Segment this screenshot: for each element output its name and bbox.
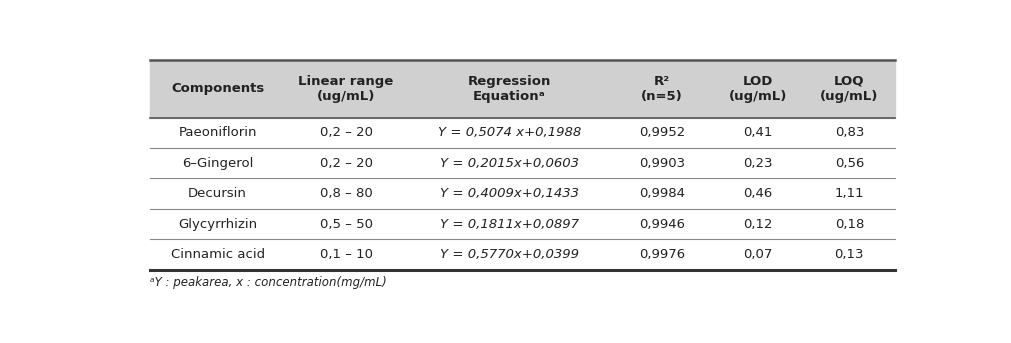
Text: 0,07: 0,07 — [742, 248, 771, 261]
Text: 0,2 – 20: 0,2 – 20 — [319, 127, 372, 140]
Text: 0,9976: 0,9976 — [638, 248, 684, 261]
Text: 0,8 – 80: 0,8 – 80 — [319, 187, 372, 200]
Text: LOD
(ug/mL): LOD (ug/mL) — [728, 75, 787, 103]
Text: 0,23: 0,23 — [742, 157, 771, 170]
Bar — [150, 60, 895, 118]
Text: 0,46: 0,46 — [742, 187, 771, 200]
Text: 0,83: 0,83 — [834, 127, 863, 140]
Text: Y = 0,4009x+0,1433: Y = 0,4009x+0,1433 — [440, 187, 578, 200]
Text: 0,9952: 0,9952 — [638, 127, 684, 140]
Text: 0,5 – 50: 0,5 – 50 — [319, 217, 372, 230]
Text: 0,18: 0,18 — [834, 217, 863, 230]
Text: Glycyrrhizin: Glycyrrhizin — [178, 217, 257, 230]
Text: 1,11: 1,11 — [834, 187, 863, 200]
Text: Y = 0,2015x+0,0603: Y = 0,2015x+0,0603 — [440, 157, 578, 170]
Text: Regression
Equationᵃ: Regression Equationᵃ — [467, 75, 551, 103]
Text: 0,56: 0,56 — [834, 157, 863, 170]
Text: 0,9903: 0,9903 — [638, 157, 684, 170]
Text: Linear range
(ug/mL): Linear range (ug/mL) — [298, 75, 393, 103]
Text: 0,2 – 20: 0,2 – 20 — [319, 157, 372, 170]
Text: 0,13: 0,13 — [834, 248, 863, 261]
Text: Y = 0,1811x+0,0897: Y = 0,1811x+0,0897 — [440, 217, 578, 230]
Text: Paeoniflorin: Paeoniflorin — [178, 127, 257, 140]
Text: Components: Components — [171, 82, 264, 95]
Text: 0,9984: 0,9984 — [638, 187, 684, 200]
Text: LOQ
(ug/mL): LOQ (ug/mL) — [819, 75, 878, 103]
Text: 0,9946: 0,9946 — [638, 217, 684, 230]
Text: Y = 0,5074 x+0,1988: Y = 0,5074 x+0,1988 — [438, 127, 580, 140]
Text: Y = 0,5770x+0,0399: Y = 0,5770x+0,0399 — [440, 248, 578, 261]
Text: R²
(n=5): R² (n=5) — [641, 75, 682, 103]
Text: 0,41: 0,41 — [742, 127, 771, 140]
Text: ᵃY : peakarea, x : concentration(mg/mL): ᵃY : peakarea, x : concentration(mg/mL) — [150, 276, 386, 289]
Text: 0,1 – 10: 0,1 – 10 — [319, 248, 372, 261]
Text: Decursin: Decursin — [188, 187, 247, 200]
Text: 6–Gingerol: 6–Gingerol — [182, 157, 253, 170]
Text: 0,12: 0,12 — [742, 217, 771, 230]
Text: Cinnamic acid: Cinnamic acid — [170, 248, 264, 261]
